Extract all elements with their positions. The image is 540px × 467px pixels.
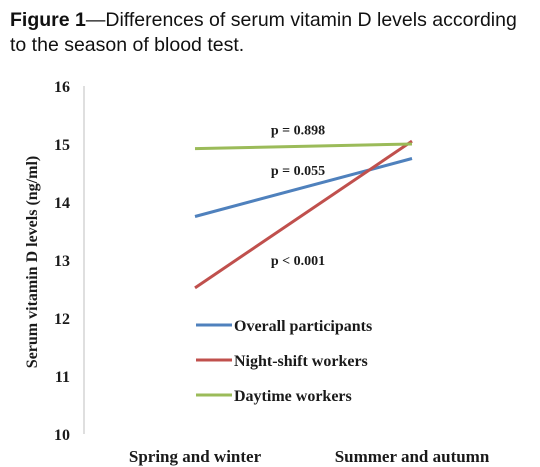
figure-caption-text: —Differences of serum vitamin D levels a… [10, 9, 517, 56]
y-tick-labels: 10 11 12 13 14 15 16 [54, 79, 70, 444]
series-line [194, 157, 413, 218]
series-lines [194, 139, 413, 290]
y-axis-title: Serum vitamin D levels (ng/ml) [24, 156, 41, 368]
x-tick-labels: Spring and winter Summer and autumn [129, 447, 490, 466]
legend: Overall participants Night-shift workers D… [196, 318, 372, 405]
p-value-label: p = 0.055 [271, 164, 325, 179]
legend-label: Night-shift workers [234, 353, 368, 370]
y-tick-label: 15 [54, 137, 70, 154]
p-value-annotations: p = 0.898 p = 0.055 p < 0.001 [271, 124, 325, 270]
y-tick-label: 10 [54, 427, 70, 444]
x-tick-label: Summer and autumn [335, 447, 490, 466]
y-tick-label: 11 [55, 369, 70, 386]
p-value-label: p < 0.001 [271, 254, 325, 269]
y-tick-label: 13 [54, 253, 70, 270]
legend-label: Daytime workers [234, 388, 352, 405]
figure-label: Figure 1 [10, 9, 86, 31]
y-tick-label: 12 [54, 311, 70, 328]
figure-caption: Figure 1—Differences of serum vitamin D … [10, 8, 535, 58]
series-line [194, 139, 413, 290]
y-tick-label: 16 [54, 79, 70, 96]
legend-label: Overall participants [234, 318, 372, 335]
x-tick-label: Spring and winter [129, 447, 262, 466]
p-value-label: p = 0.898 [271, 124, 325, 139]
y-tick-label: 14 [54, 195, 70, 212]
series-line [194, 142, 413, 151]
